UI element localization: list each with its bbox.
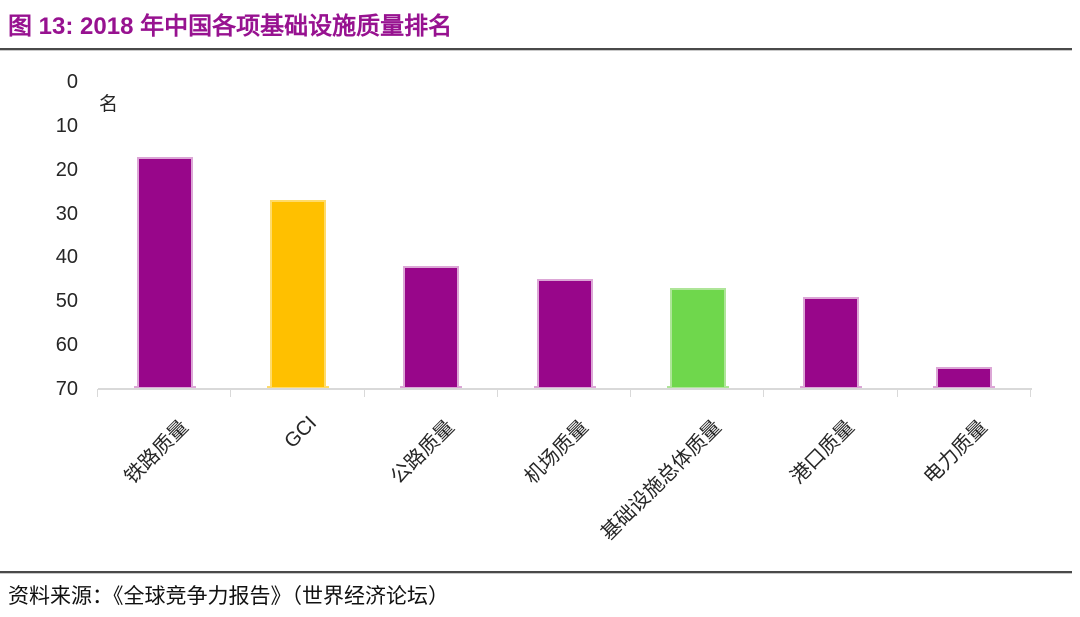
y-axis-tick-label: 60 — [55, 334, 78, 357]
x-axis-tick — [496, 389, 498, 397]
x-axis-category-text: 公路质量 — [386, 416, 460, 489]
figure-title: 图 13: 2018 年中国各项基础设施质量排名 — [8, 13, 453, 40]
source-note: 资料来源：《全球竞争力报告》（世界经济论坛） — [8, 584, 449, 608]
x-axis-category-text: 铁路质量 — [120, 416, 193, 489]
y-axis-unit-label: 名 — [99, 94, 119, 115]
x-axis-tick — [763, 389, 765, 397]
y-axis-tick-label: 0 — [66, 71, 78, 93]
x-axis-tick — [363, 389, 365, 397]
x-axis-tick — [896, 389, 898, 397]
title-divider — [0, 48, 1072, 50]
chart-bar — [403, 266, 460, 389]
x-axis-category-text: GCI — [280, 412, 322, 453]
x-axis-line — [98, 388, 1032, 390]
x-axis-category-text: 港口质量 — [786, 416, 859, 489]
y-axis-tick-label: 30 — [55, 202, 78, 225]
footer-divider — [0, 571, 1072, 573]
chart-bar — [803, 296, 860, 389]
x-axis-category-text: 基础设施总体质量 — [596, 416, 726, 545]
y-axis-tick-label: 40 — [55, 246, 78, 269]
y-axis-tick-label: 20 — [55, 158, 78, 181]
y-axis-tick-label: 10 — [55, 114, 78, 137]
y-axis-tick-label: 70 — [55, 378, 78, 400]
x-axis-tick — [630, 389, 632, 397]
chart-bar — [669, 288, 726, 389]
chart-bar — [136, 156, 193, 389]
y-axis-tick-label: 50 — [55, 290, 78, 313]
chart-bar — [536, 279, 593, 389]
x-axis-tick — [230, 389, 232, 397]
x-axis-tick — [97, 389, 98, 397]
chart-bar — [269, 200, 326, 389]
x-axis-category-text: 电力质量 — [920, 416, 993, 489]
chart-bar — [936, 367, 993, 389]
x-axis-category-text: 机场质量 — [520, 416, 593, 489]
x-axis-tick — [1030, 389, 1031, 397]
